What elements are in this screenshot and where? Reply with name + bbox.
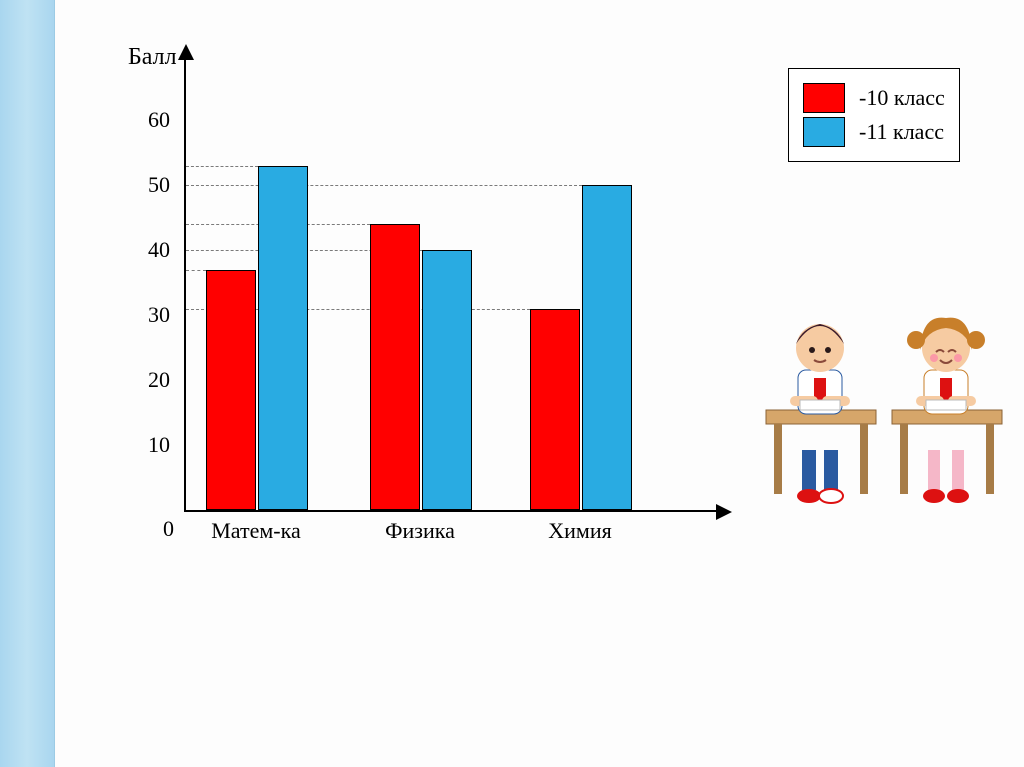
y-tick-50: 50	[130, 172, 170, 198]
guide-line	[186, 185, 582, 186]
guide-line	[186, 270, 206, 271]
legend-item-1: -11 класс	[803, 117, 945, 147]
legend-label-0: -10 класс	[859, 85, 945, 111]
y-tick-30: 30	[130, 302, 170, 328]
x-cat-0: Матем-ка	[196, 518, 316, 544]
y-axis-title: Балл	[128, 44, 177, 71]
x-axis	[184, 510, 720, 512]
bar-s0-c0	[206, 270, 256, 511]
bar-s1-c0	[258, 166, 308, 511]
bar-s1-c2	[582, 185, 632, 510]
legend-label-1: -11 класс	[859, 119, 944, 145]
bar-s0-c1	[370, 224, 420, 510]
legend-swatch-0	[803, 83, 845, 113]
y-tick-20: 20	[130, 367, 170, 393]
y-axis	[184, 50, 186, 510]
legend-swatch-1	[803, 117, 845, 147]
bar-s1-c1	[422, 250, 472, 510]
guide-line	[186, 166, 258, 167]
boy-at-desk-icon	[766, 324, 876, 503]
left-gradient-strip	[0, 0, 55, 767]
x-cat-2: Химия	[520, 518, 640, 544]
x-axis-arrow	[716, 504, 732, 520]
origin-label: 0	[134, 516, 174, 542]
x-cat-1: Физика	[360, 518, 480, 544]
y-tick-60: 60	[130, 107, 170, 133]
y-tick-40: 40	[130, 237, 170, 263]
y-tick-10: 10	[130, 432, 170, 458]
bar-s0-c2	[530, 309, 580, 511]
legend-item-0: -10 класс	[803, 83, 945, 113]
students-svg	[760, 300, 1010, 520]
legend: -10 класс -11 класс	[788, 68, 960, 162]
girl-at-desk-icon	[892, 318, 1002, 503]
students-illustration	[760, 300, 1010, 520]
y-axis-arrow	[178, 44, 194, 60]
